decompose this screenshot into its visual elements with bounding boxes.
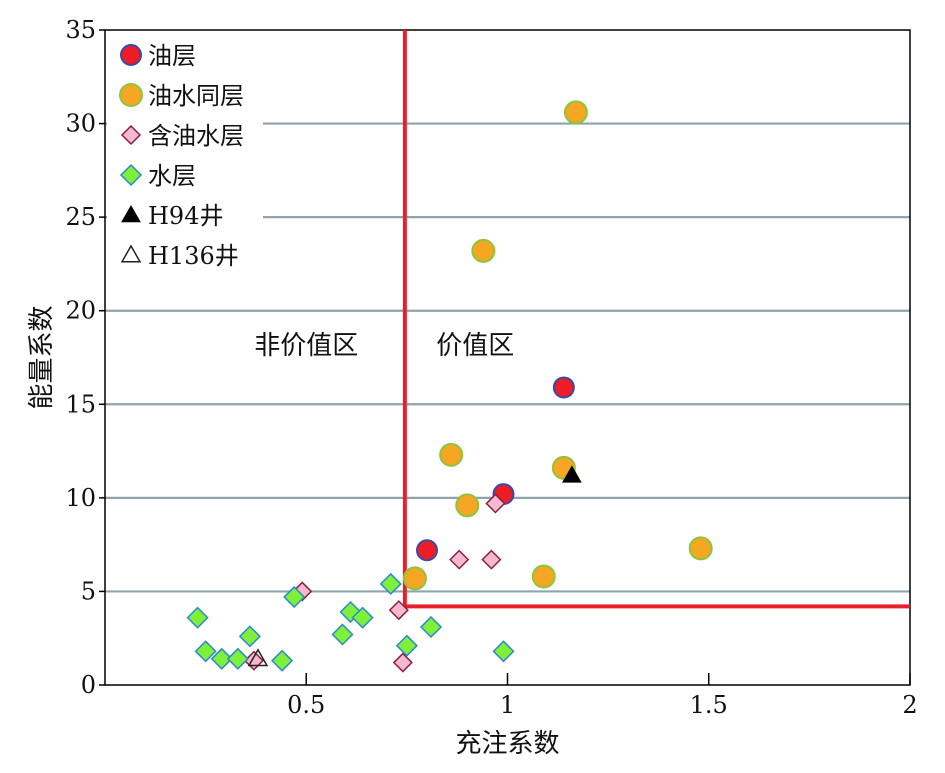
legend-oil-water-layer-marker [119,83,143,107]
oil-bearing-water-layer-point [392,652,413,673]
legend-water-layer-label: 水层 [148,162,196,190]
h94-well-point [562,465,582,483]
legend-h136-well-marker [120,244,142,263]
y-tick-label: 25 [65,203,96,231]
oil-bearing-water-layer-point [485,493,506,514]
oil-water-layer-point [471,238,496,263]
water-layer-point [492,640,515,663]
legend-h94-well-label: H94井 [148,202,223,230]
water-layer-point [331,623,354,646]
axis-ticks: 0 5 10 15 20 25 30 35 0.5 1 1.5 2 [65,16,917,719]
legend-h94-well-marker [121,204,141,223]
oil-bearing-water-layer-point [481,549,502,570]
water-layer-point [226,647,249,670]
oil-water-layer-point [688,536,713,561]
oil-bearing-water-layer-point [449,549,470,570]
oil-water-layer-point [455,493,480,518]
legend-h136-well-label: H136井 [148,242,239,270]
oil-water-layer-point [402,566,427,591]
x-tick-label: 2 [902,691,917,719]
x-tick-label: 1 [500,691,515,719]
h136-well-point [247,648,269,667]
legend-oil-bearing-water-layer-marker [120,124,142,146]
water-layer-point [271,649,294,672]
legend-oil-bearing-water-layer-label: 含油水层 [148,122,244,150]
legend-water-layer-marker [119,163,143,187]
oil-water-layer-point [439,442,464,467]
water-layer-point [238,625,261,648]
x-tick-label: 1.5 [690,691,728,719]
y-tick-label: 15 [65,390,96,418]
oil-layer-point [552,376,575,399]
water-layer-point [194,640,217,663]
water-layer-point [186,606,209,629]
y-tick-label: 20 [65,297,96,325]
legend-oil-layer-marker [120,44,142,66]
y-tick-label: 35 [65,16,96,44]
y-axis-title: 能量系数 [27,305,57,409]
legend-oil-water-layer-label: 油水同层 [148,82,244,110]
cutoff-lines [402,30,910,609]
oil-layer-point [416,539,438,562]
x-axis-title: 充注系数 [455,729,559,759]
y-tick-label: 0 [81,671,96,699]
region-labels: 非价值区 价值区 [254,331,514,361]
water-layer-point [210,647,233,670]
water-layer-point [283,585,306,609]
value-region-label: 价值区 [436,331,514,361]
water-layer-point [351,606,374,629]
water-layer-point [395,634,418,657]
data-points [186,100,713,673]
legend-background [107,34,263,284]
y-tick-label: 30 [65,110,96,138]
water-layer-point [379,572,402,596]
x-tick-label: 0.5 [287,691,325,719]
water-layer-point [419,615,443,639]
oil-water-layer-point [563,100,588,125]
legend-oil-layer-label: 油层 [148,42,196,70]
y-tick-label: 5 [81,577,96,605]
oil-water-layer-point [531,564,556,589]
non-value-region-label: 非价值区 [254,331,358,361]
oil-bearing-water-layer-point [388,600,409,621]
y-tick-label: 10 [65,484,96,512]
